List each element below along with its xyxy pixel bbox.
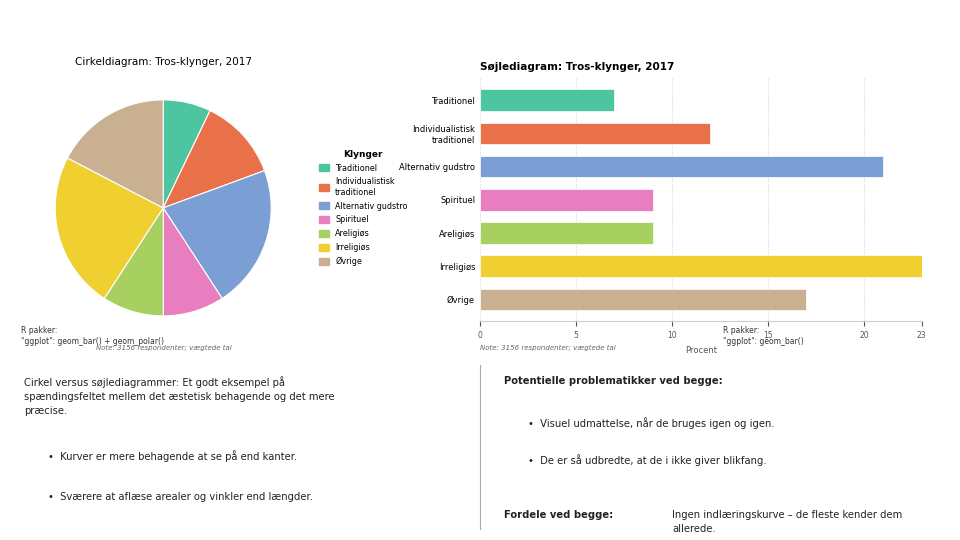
- Text: Ingen indlæringskurve – de fleste kender dem
allerede.: Ingen indlæringskurve – de fleste kender…: [672, 510, 902, 534]
- Wedge shape: [163, 171, 271, 299]
- Bar: [480, 156, 883, 177]
- X-axis label: Procent: Procent: [684, 346, 717, 355]
- Text: Fordele ved begge:: Fordele ved begge:: [504, 510, 616, 520]
- Bar: [480, 255, 922, 277]
- Wedge shape: [163, 208, 222, 316]
- Text: •  Kurver er mere behagende at se på end kanter.: • Kurver er mere behagende at se på end …: [48, 450, 298, 462]
- Bar: [480, 89, 614, 111]
- Text: Søjlediagram: Tros-klynger, 2017: Søjlediagram: Tros-klynger, 2017: [480, 62, 674, 72]
- Text: •  Sværere at aflæse arealer og vinkler end længder.: • Sværere at aflæse arealer og vinkler e…: [48, 491, 313, 502]
- Text: Cirkel versus søjlediagrammer: Et godt eksempel på
spændingsfeltet mellem det æs: Cirkel versus søjlediagrammer: Et godt e…: [24, 376, 335, 416]
- Text: R pakker:
"ggplot": geom_bar(): R pakker: "ggplot": geom_bar(): [723, 326, 804, 346]
- Text: EN-VEJS TABELLER: CIRKEL- OG SØJLEDIAGRAMMET: EN-VEJS TABELLER: CIRKEL- OG SØJLEDIAGRA…: [12, 25, 552, 44]
- Bar: [480, 222, 653, 244]
- Wedge shape: [163, 100, 210, 208]
- Legend: Traditionel, Individualistisk
traditionel, Alternativ gudstro, Spirituel, Arelig: Traditionel, Individualistisk traditione…: [316, 146, 411, 269]
- Text: •  Visuel udmattelse, når de bruges igen og igen.: • Visuel udmattelse, når de bruges igen …: [528, 417, 775, 429]
- Bar: [480, 123, 710, 144]
- Bar: [480, 189, 653, 211]
- Text: Note: 3156 respondenter; vægtede tal: Note: 3156 respondenter; vægtede tal: [480, 345, 615, 351]
- Title: Cirkeldiagram: Tros-klynger, 2017: Cirkeldiagram: Tros-klynger, 2017: [75, 57, 252, 66]
- Bar: [480, 289, 806, 310]
- Wedge shape: [56, 158, 163, 299]
- Text: Note: 3156 respondenter; vægtede tal: Note: 3156 respondenter; vægtede tal: [96, 345, 231, 351]
- Wedge shape: [163, 111, 265, 208]
- Wedge shape: [67, 100, 163, 208]
- Text: •  De er så udbredte, at de i ikke giver blikfang.: • De er så udbredte, at de i ikke giver …: [528, 454, 767, 466]
- Text: R pakker:
"ggplot": geom_bar() + geom_polar(): R pakker: "ggplot": geom_bar() + geom_po…: [21, 326, 164, 346]
- Text: Potentielle problematikker ved begge:: Potentielle problematikker ved begge:: [504, 376, 723, 386]
- Wedge shape: [105, 208, 163, 316]
